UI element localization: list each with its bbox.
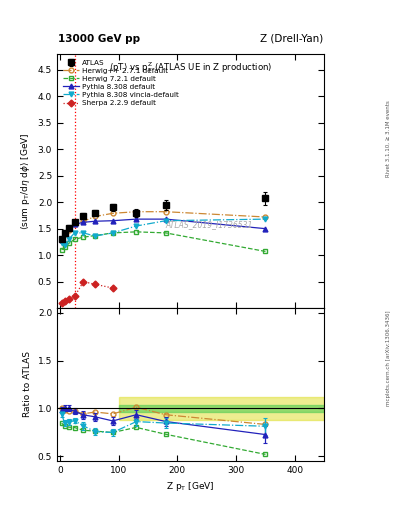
- Pythia 8.308 default: [62, 230, 67, 236]
- Herwig 7.2.1 default: [163, 230, 168, 236]
- Herwig++ 2.7.1 default: [72, 221, 77, 227]
- Text: Z (Drell-Yan): Z (Drell-Yan): [260, 34, 323, 44]
- Sherpa 2.2.9 default: [66, 296, 71, 302]
- Line: Pythia 8.308 vincia-default: Pythia 8.308 vincia-default: [59, 217, 268, 247]
- Pythia 8.308 default: [163, 216, 168, 222]
- Pythia 8.308 vincia-default: [72, 230, 77, 236]
- Pythia 8.308 vincia-default: [110, 230, 115, 236]
- Bar: [119, 397, 324, 420]
- Herwig++ 2.7.1 default: [263, 214, 268, 220]
- Pythia 8.308 default: [110, 218, 115, 224]
- Pythia 8.308 vincia-default: [134, 223, 139, 229]
- Text: Rivet 3.1.10, ≥ 3.1M events: Rivet 3.1.10, ≥ 3.1M events: [386, 100, 391, 177]
- Pythia 8.308 vincia-default: [263, 216, 268, 222]
- Pythia 8.308 default: [59, 237, 64, 243]
- Herwig++ 2.7.1 default: [66, 227, 71, 233]
- Bar: [119, 404, 324, 412]
- Herwig++ 2.7.1 default: [59, 236, 64, 242]
- Herwig 7.2.1 default: [110, 230, 115, 236]
- Line: Pythia 8.308 default: Pythia 8.308 default: [59, 217, 268, 243]
- Sherpa 2.2.9 default: [81, 279, 86, 285]
- Pythia 8.308 default: [263, 226, 268, 232]
- Sherpa 2.2.9 default: [62, 298, 67, 304]
- Herwig++ 2.7.1 default: [110, 210, 115, 217]
- Pythia 8.308 vincia-default: [62, 242, 67, 248]
- Pythia 8.308 default: [93, 218, 97, 224]
- Herwig 7.2.1 default: [62, 244, 67, 250]
- Herwig 7.2.1 default: [81, 234, 86, 240]
- Text: ATLAS_2019_I1736531: ATLAS_2019_I1736531: [165, 220, 253, 229]
- Herwig 7.2.1 default: [93, 232, 97, 239]
- Text: 13000 GeV pp: 13000 GeV pp: [58, 34, 140, 44]
- Herwig++ 2.7.1 default: [81, 218, 86, 224]
- Pythia 8.308 default: [66, 225, 71, 231]
- Y-axis label: $\langle$sum p$_{\rm T}$/d$\eta$ d$\phi$$\rangle$ [GeV]: $\langle$sum p$_{\rm T}$/d$\eta$ d$\phi$…: [19, 132, 32, 230]
- Herwig 7.2.1 default: [59, 247, 64, 253]
- Legend: ATLAS, Herwig++ 2.7.1 default, Herwig 7.2.1 default, Pythia 8.308 default, Pythi: ATLAS, Herwig++ 2.7.1 default, Herwig 7.…: [61, 57, 180, 109]
- Herwig 7.2.1 default: [263, 248, 268, 254]
- Pythia 8.308 default: [72, 221, 77, 227]
- Sherpa 2.2.9 default: [72, 293, 77, 300]
- Pythia 8.308 vincia-default: [81, 230, 86, 236]
- Line: Sherpa 2.2.9 default: Sherpa 2.2.9 default: [59, 279, 115, 305]
- Herwig++ 2.7.1 default: [134, 208, 139, 215]
- Sherpa 2.2.9 default: [93, 281, 97, 287]
- Herwig++ 2.7.1 default: [163, 208, 168, 215]
- X-axis label: Z p$_{\rm T}$ [GeV]: Z p$_{\rm T}$ [GeV]: [166, 480, 215, 493]
- Text: mcplots.cern.ch [arXiv:1306.3436]: mcplots.cern.ch [arXiv:1306.3436]: [386, 311, 391, 406]
- Pythia 8.308 default: [134, 216, 139, 222]
- Pythia 8.308 vincia-default: [66, 236, 71, 242]
- Pythia 8.308 vincia-default: [93, 233, 97, 239]
- Sherpa 2.2.9 default: [110, 285, 115, 291]
- Herwig 7.2.1 default: [66, 241, 71, 247]
- Herwig++ 2.7.1 default: [62, 231, 67, 237]
- Y-axis label: Ratio to ATLAS: Ratio to ATLAS: [23, 351, 32, 417]
- Sherpa 2.2.9 default: [59, 300, 64, 306]
- Text: $\langle$pT$\rangle$ vs p$_{\rm T}^{\rm Z}$ (ATLAS UE in Z production): $\langle$pT$\rangle$ vs p$_{\rm T}^{\rm …: [109, 60, 272, 75]
- Herwig 7.2.1 default: [72, 236, 77, 242]
- Herwig 7.2.1 default: [134, 229, 139, 235]
- Pythia 8.308 vincia-default: [163, 218, 168, 224]
- Herwig++ 2.7.1 default: [93, 214, 97, 220]
- Line: Herwig++ 2.7.1 default: Herwig++ 2.7.1 default: [59, 209, 268, 242]
- Line: Herwig 7.2.1 default: Herwig 7.2.1 default: [59, 229, 268, 254]
- Pythia 8.308 vincia-default: [59, 241, 64, 247]
- Pythia 8.308 default: [81, 219, 86, 225]
